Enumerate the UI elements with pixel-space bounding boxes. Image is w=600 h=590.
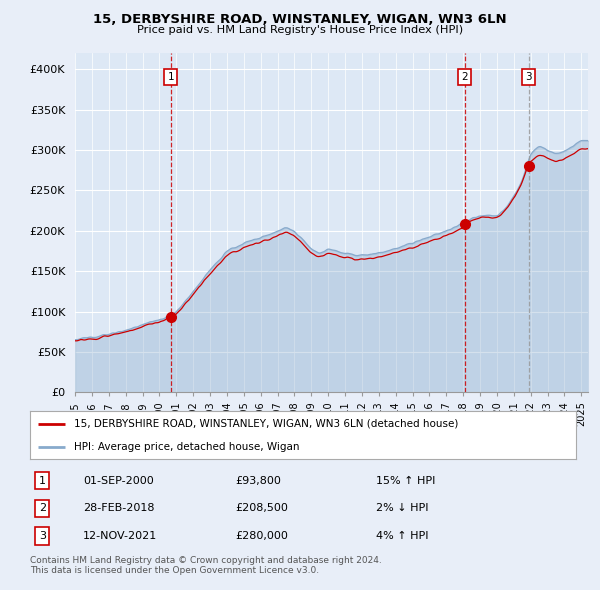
Text: 12-NOV-2021: 12-NOV-2021 bbox=[83, 531, 157, 541]
Text: Contains HM Land Registry data © Crown copyright and database right 2024.
This d: Contains HM Land Registry data © Crown c… bbox=[30, 556, 382, 575]
Text: £93,800: £93,800 bbox=[235, 476, 281, 486]
Text: 3: 3 bbox=[525, 73, 532, 83]
Text: 15, DERBYSHIRE ROAD, WINSTANLEY, WIGAN, WN3 6LN (detached house): 15, DERBYSHIRE ROAD, WINSTANLEY, WIGAN, … bbox=[74, 419, 458, 429]
Text: 01-SEP-2000: 01-SEP-2000 bbox=[83, 476, 154, 486]
Text: 2: 2 bbox=[461, 73, 468, 83]
Text: 3: 3 bbox=[39, 531, 46, 541]
Text: 4% ↑ HPI: 4% ↑ HPI bbox=[376, 531, 428, 541]
Text: Price paid vs. HM Land Registry's House Price Index (HPI): Price paid vs. HM Land Registry's House … bbox=[137, 25, 463, 35]
Text: HPI: Average price, detached house, Wigan: HPI: Average price, detached house, Wiga… bbox=[74, 442, 299, 453]
Text: 15, DERBYSHIRE ROAD, WINSTANLEY, WIGAN, WN3 6LN: 15, DERBYSHIRE ROAD, WINSTANLEY, WIGAN, … bbox=[93, 13, 507, 26]
Text: 28-FEB-2018: 28-FEB-2018 bbox=[83, 503, 154, 513]
Text: 2% ↓ HPI: 2% ↓ HPI bbox=[376, 503, 428, 513]
Text: 1: 1 bbox=[167, 73, 174, 83]
Text: £208,500: £208,500 bbox=[235, 503, 288, 513]
Text: £280,000: £280,000 bbox=[235, 531, 288, 541]
Text: 15% ↑ HPI: 15% ↑ HPI bbox=[376, 476, 436, 486]
Text: 2: 2 bbox=[38, 503, 46, 513]
Text: 1: 1 bbox=[39, 476, 46, 486]
